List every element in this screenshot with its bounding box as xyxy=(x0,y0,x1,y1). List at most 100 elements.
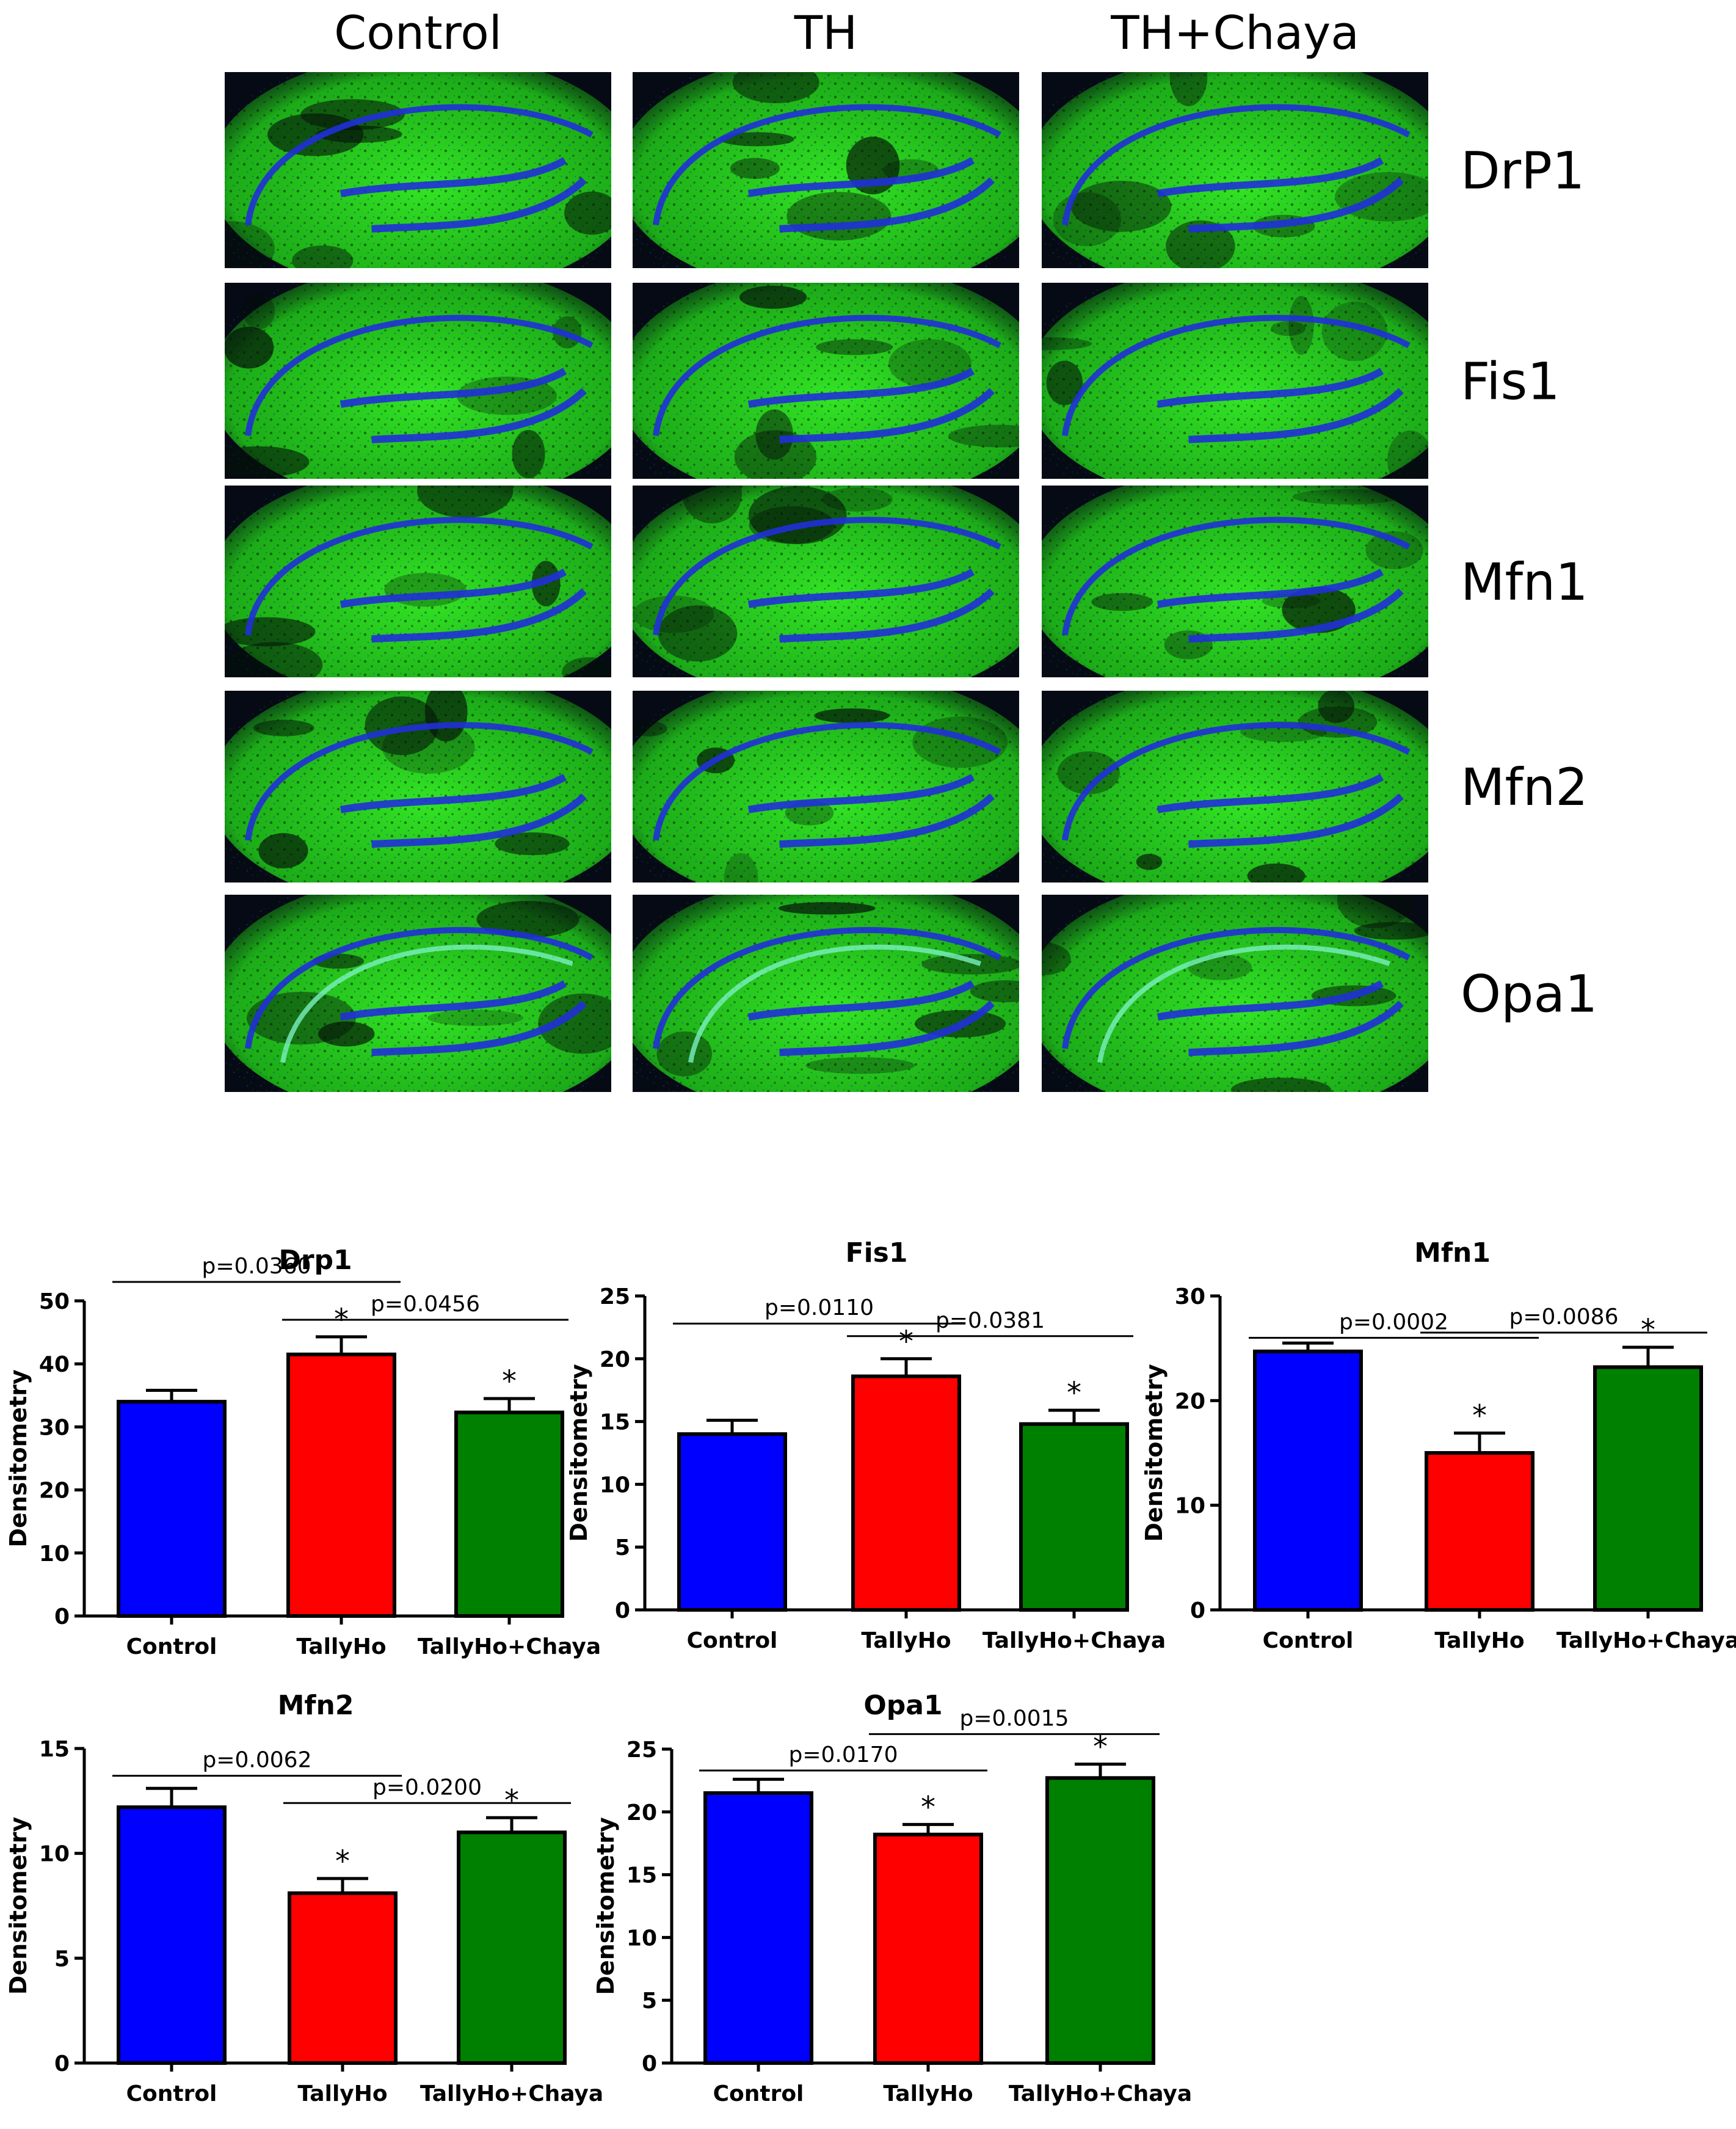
column-header-th: TH xyxy=(794,5,858,60)
category-label-drp1-2: TallyHo+Chaya xyxy=(418,1634,601,1659)
category-label-opa1-0: Control xyxy=(713,2081,804,2106)
y-tick-label-drp1-30: 30 xyxy=(39,1415,70,1440)
micrograph-mfn1-control xyxy=(225,486,611,677)
y-tick-label-opa1-25: 25 xyxy=(626,1738,657,1763)
micrograph-drp1-control xyxy=(225,72,611,268)
chart-mfn2: Mfn2 Densitometry 0 5 10 15 Control TallyHo * Tal… xyxy=(5,1690,603,2106)
y-tick-label-drp1-20: 20 xyxy=(39,1479,70,1504)
bar-opa1-0 xyxy=(703,1791,813,2065)
category-label-mfn2-0: Control xyxy=(126,2081,217,2106)
significance-star-opa1-1: * xyxy=(921,1790,935,1824)
category-label-mfn2-2: TallyHo+Chaya xyxy=(420,2081,603,2106)
bar-opa1-2 xyxy=(1045,1776,1155,2065)
significance-star-fis1-1: * xyxy=(899,1325,913,1359)
bar-fis1-0 xyxy=(677,1432,787,1612)
comparison-label-fis1-1: p=0.0381 xyxy=(935,1308,1045,1333)
y-tick-label-mfn1-20: 20 xyxy=(1175,1389,1205,1414)
y-tick-label-mfn1-0: 0 xyxy=(1190,1598,1205,1623)
bar-mfn1-0 xyxy=(1253,1349,1363,1612)
micrograph-drp1-th-chaya xyxy=(1042,72,1428,268)
significance-star-drp1-2: * xyxy=(502,1364,517,1399)
bar-mfn2-0 xyxy=(117,1805,227,2065)
category-label-drp1-1: TallyHo xyxy=(296,1634,386,1659)
y-tick-label-drp1-10: 10 xyxy=(39,1541,70,1567)
row-label-mfn1: Mfn1 xyxy=(1461,552,1588,612)
y-axis-label-mfn2: Densitometry xyxy=(5,1817,32,1995)
y-tick-label-fis1-20: 20 xyxy=(600,1347,630,1372)
y-tick-label-mfn2-0: 0 xyxy=(54,2051,70,2076)
micrograph-fis1-control xyxy=(225,283,611,479)
micrograph-opa1-th xyxy=(633,895,1019,1092)
chart-title-drp1: Drp1 xyxy=(278,1245,352,1276)
y-tick-label-mfn2-15: 15 xyxy=(39,1737,70,1762)
category-label-mfn1-0: Control xyxy=(1263,1628,1354,1653)
comparison-label-opa1-0: p=0.0170 xyxy=(789,1742,898,1767)
comparison-label-mfn2-1: p=0.0200 xyxy=(372,1775,482,1800)
micrograph-mfn2-th xyxy=(633,691,1019,883)
row-label-mfn2: Mfn2 xyxy=(1461,757,1588,817)
category-label-mfn1-2: TallyHo+Chaya xyxy=(1556,1628,1736,1653)
chart-title-mfn1: Mfn1 xyxy=(1414,1237,1491,1268)
y-tick-label-drp1-50: 50 xyxy=(39,1289,70,1314)
bar-mfn2-2 xyxy=(457,1830,567,2065)
significance-star-mfn1-2: * xyxy=(1641,1313,1655,1347)
micrograph-mfn2-control xyxy=(225,691,611,883)
y-tick-label-fis1-10: 10 xyxy=(600,1472,630,1498)
y-tick-label-drp1-40: 40 xyxy=(39,1352,70,1377)
y-tick-label-mfn2-10: 10 xyxy=(39,1842,70,1867)
y-tick-label-fis1-5: 5 xyxy=(615,1535,630,1560)
bar-drp1-0 xyxy=(117,1400,227,1618)
y-tick-label-mfn1-30: 30 xyxy=(1175,1284,1205,1309)
chart-title-opa1: Opa1 xyxy=(863,1690,942,1721)
comparison-label-fis1-0: p=0.0110 xyxy=(764,1295,874,1320)
row-label-opa1: Opa1 xyxy=(1461,964,1597,1024)
comparison-label-mfn1-1: p=0.0086 xyxy=(1509,1305,1619,1330)
bar-fis1-1 xyxy=(851,1374,961,1612)
comparison-label-mfn1-0: p=0.0002 xyxy=(1339,1310,1448,1335)
chart-title-fis1: Fis1 xyxy=(846,1237,908,1268)
y-tick-label-fis1-25: 25 xyxy=(600,1284,630,1309)
micrograph-mfn1-th xyxy=(633,486,1019,677)
bar-mfn1-1 xyxy=(1425,1451,1534,1612)
significance-star-mfn2-2: * xyxy=(504,1783,519,1818)
chart-fis1: Fis1 Densitometry 0 5 10 15 20 25 Control TallyHo… xyxy=(565,1237,1166,1653)
column-header-th-chaya: TH+Chaya xyxy=(1110,5,1359,60)
category-label-fis1-1: TallyHo xyxy=(861,1628,951,1653)
category-label-opa1-1: TallyHo xyxy=(883,2081,973,2106)
micrograph-fis1-th xyxy=(633,283,1019,479)
y-tick-label-fis1-15: 15 xyxy=(600,1410,630,1435)
y-tick-label-opa1-10: 10 xyxy=(626,1926,657,1951)
y-axis-label-fis1: Densitometry xyxy=(565,1364,592,1542)
y-axis-label-mfn1: Densitometry xyxy=(1141,1364,1168,1542)
category-label-drp1-0: Control xyxy=(126,1634,217,1659)
comparison-label-mfn2-0: p=0.0062 xyxy=(203,1748,312,1773)
y-tick-label-drp1-0: 0 xyxy=(54,1604,70,1629)
y-tick-label-opa1-0: 0 xyxy=(642,2051,657,2076)
category-label-mfn2-1: TallyHo xyxy=(297,2081,387,2106)
bar-fis1-2 xyxy=(1019,1422,1129,1612)
significance-star-fis1-2: * xyxy=(1067,1376,1081,1410)
category-label-opa1-2: TallyHo+Chaya xyxy=(1009,2081,1192,2106)
micrograph-drp1-th xyxy=(633,72,1019,268)
micrograph-opa1-th-chaya xyxy=(1042,895,1428,1092)
row-label-drp1: DrP1 xyxy=(1461,141,1585,201)
chart-mfn1: Mfn1 Densitometry 0 10 20 30 Control TallyHo * Ta… xyxy=(1141,1237,1736,1653)
bar-drp1-1 xyxy=(286,1352,396,1618)
chart-opa1: Opa1 Densitometry 0 5 10 15 20 25 Control TallyHo… xyxy=(592,1690,1192,2106)
chart-drp1: Drp1 Densitometry 0 10 20 30 40 50 Control TallyH… xyxy=(5,1245,601,1659)
category-label-mfn1-1: TallyHo xyxy=(1434,1628,1524,1653)
significance-star-mfn1-1: * xyxy=(1472,1399,1487,1433)
y-axis-label-drp1: Densitometry xyxy=(5,1369,32,1548)
y-axis-label-opa1: Densitometry xyxy=(592,1817,619,1995)
y-tick-label-mfn2-5: 5 xyxy=(54,1946,70,1971)
bar-opa1-1 xyxy=(873,1832,983,2065)
y-tick-label-opa1-15: 15 xyxy=(626,1863,657,1888)
y-tick-label-opa1-20: 20 xyxy=(626,1800,657,1825)
bar-mfn1-2 xyxy=(1593,1365,1703,1612)
y-tick-label-opa1-5: 5 xyxy=(642,1989,657,2014)
micrograph-opa1-control xyxy=(225,895,611,1092)
micrograph-fis1-th-chaya xyxy=(1042,283,1428,479)
y-tick-label-mfn1-10: 10 xyxy=(1175,1494,1205,1519)
